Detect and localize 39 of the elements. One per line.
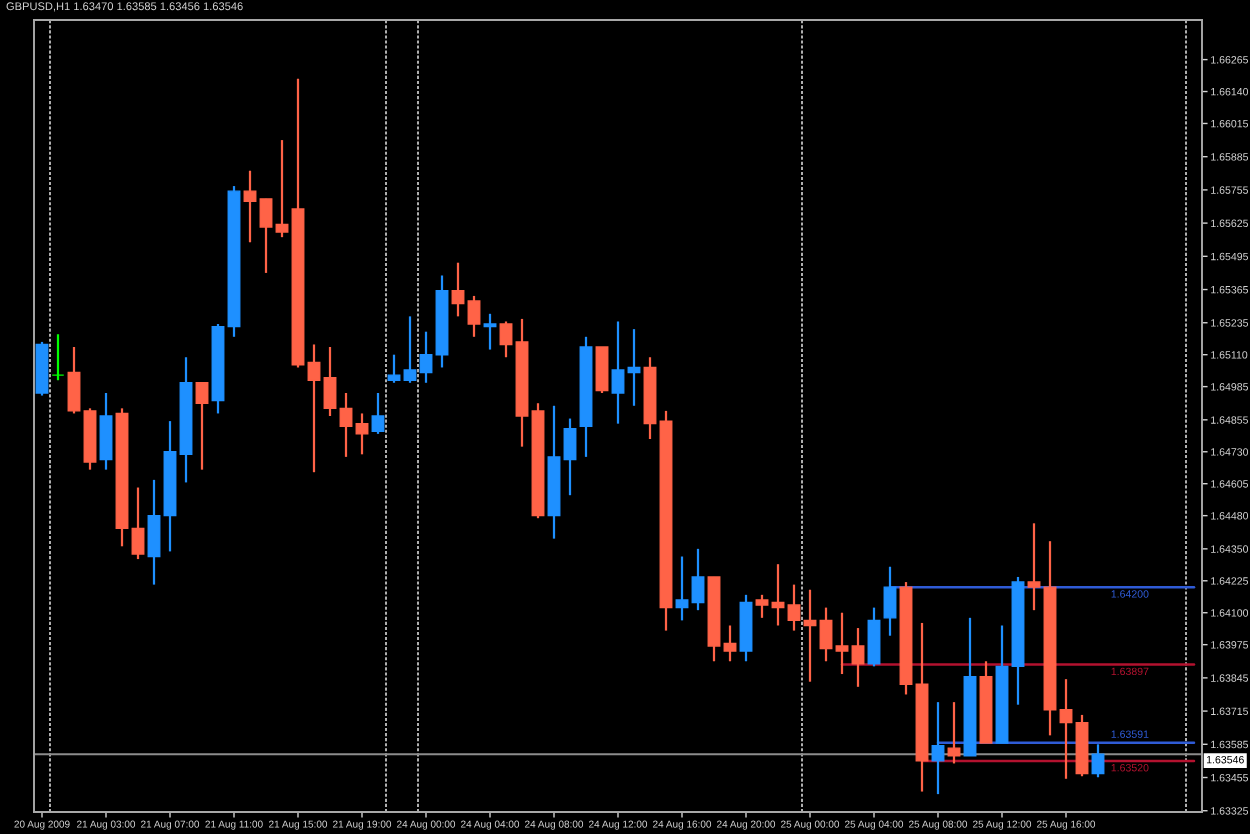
candlestick [851, 626, 865, 688]
candlestick [483, 312, 497, 351]
candlestick [195, 381, 209, 471]
candlestick [355, 412, 369, 456]
candlestick [131, 486, 145, 561]
candlestick [723, 624, 737, 663]
candlestick [835, 611, 849, 676]
candlestick [323, 345, 337, 418]
candlestick [1059, 678, 1073, 780]
candlestick [467, 294, 481, 338]
candlestick [259, 197, 273, 275]
candlestick [819, 606, 833, 663]
candlestick [499, 320, 513, 359]
candlestick [867, 606, 881, 668]
candlestick [451, 261, 465, 318]
candlestick [51, 333, 65, 382]
candlestick [243, 169, 257, 244]
candlestick [99, 391, 113, 471]
candlestick [307, 343, 321, 474]
candlestick [147, 478, 161, 586]
candlestick [371, 391, 385, 435]
candlestick [947, 701, 961, 765]
candlestick [387, 353, 401, 384]
candlestick [1027, 522, 1041, 612]
candlestick [883, 565, 897, 637]
candlestick [691, 547, 705, 612]
candlestick [931, 701, 945, 796]
candlestick [755, 593, 769, 619]
candlestick [1091, 743, 1105, 779]
candlestick [611, 320, 625, 425]
candlestick [675, 555, 689, 622]
candlestick [787, 583, 801, 632]
candlestick [595, 345, 609, 395]
candlestick [419, 330, 433, 384]
candlestick [403, 315, 417, 384]
candlestick [67, 345, 81, 415]
candlestick [339, 391, 353, 458]
candlestick [275, 138, 289, 239]
candlestick [563, 417, 577, 497]
